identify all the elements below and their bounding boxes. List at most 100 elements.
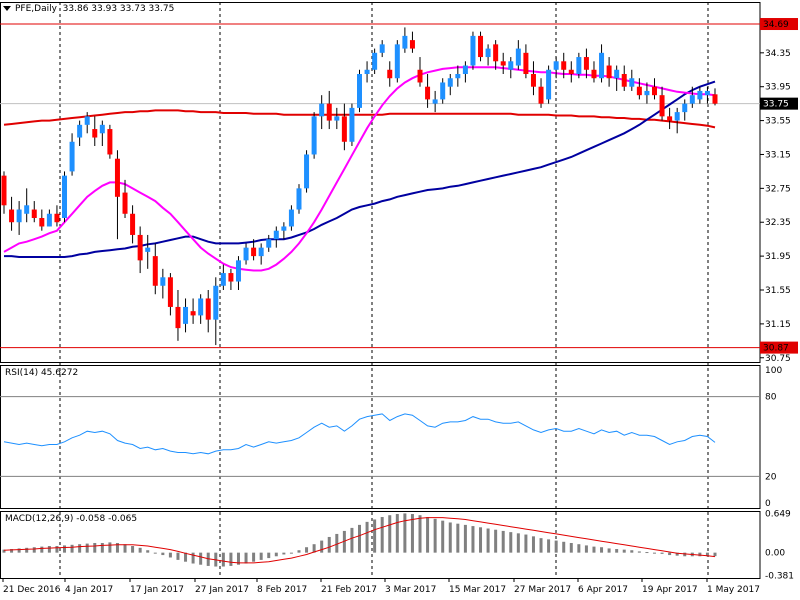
macd-histogram-bar [373,519,377,553]
candle-body [674,112,680,121]
candle-body [77,124,83,138]
rsi-tick-label: 100 [765,366,782,376]
price-pane [0,2,761,363]
macd-histogram-bar [592,546,596,553]
candle-body [621,74,627,87]
candle-body [682,103,688,113]
triangle-down-icon[interactable] [3,6,11,11]
date-tick-label: 15 Mar 2017 [449,585,506,595]
macd-histogram-bar [607,548,611,553]
candle-body [296,188,302,210]
date-tick-label: 4 Jan 2017 [65,585,113,595]
macd-histogram-bar [78,544,82,553]
candle-body [137,234,143,261]
macd-histogram-bar [441,520,445,553]
macd-histogram-bar [494,529,498,553]
date-tick-label: 21 Feb 2017 [321,585,377,595]
macd-histogram-bar [320,540,324,553]
price-tick-label: 33.95 [765,83,791,93]
candle-body [243,247,249,261]
candle-body [583,57,589,70]
macd-histogram-bar [675,552,679,556]
macd-histogram-bar [584,545,588,553]
macd-histogram-bar [47,546,51,553]
rsi-line [3,413,716,455]
candle-body [167,277,173,307]
macd-histogram-bar [274,552,278,557]
candle-body [576,57,582,74]
candle-body [697,90,703,100]
candle-body [651,86,657,96]
candle-body [281,226,287,231]
candle-body [417,69,423,83]
macd-histogram-bar [365,521,369,553]
macd-histogram-bar [184,552,188,562]
candle-body [462,65,468,74]
ma-fast-line [3,66,716,272]
candle-body [425,86,431,100]
candle-body [447,78,453,87]
candle-body [432,99,438,104]
macd-histogram-bar [350,527,354,553]
macd-histogram-bar [622,549,626,553]
macd-histogram-bar [509,532,513,553]
macd-signal-line [3,517,716,564]
candle-body [266,239,272,248]
date-tick-label: 6 Apr 2017 [578,585,628,595]
macd-histogram-bar [229,552,233,566]
candle-body [228,273,234,282]
macd-title: MACD(12,26,9) -0.058 -0.065 [5,514,138,524]
macd-histogram-bar [191,552,195,564]
macd-histogram-bar [100,542,104,553]
macd-histogram-bar [501,530,505,553]
macd-histogram-bar [600,547,604,553]
macd-histogram-bar [305,547,309,553]
candle-body [485,48,491,58]
date-tick-label: 3 Mar 2017 [385,585,436,595]
macd-histogram-bar [683,552,687,557]
macd-histogram-bar [244,552,248,564]
macd-histogram-bar [55,546,59,553]
macd-histogram-bar [327,536,331,553]
macd-histogram-bar [93,542,97,553]
date-tick-label: 17 Jan 2017 [130,585,184,595]
candle-body [9,209,15,223]
candle-body [455,74,461,79]
price-tick-label: 32.75 [765,184,791,194]
price-tick-label: 32.35 [765,218,791,228]
candle-body [39,218,45,227]
macd-histogram-bar [547,539,551,553]
candle-body [205,298,211,320]
candle-body [667,116,673,121]
candle-body [326,103,332,121]
macd-histogram-bar [206,552,210,566]
candle-body [54,213,60,223]
chart-header: PFE,Daily 33.86 33.93 33.73 33.75 [3,4,174,14]
candle-body [152,256,158,286]
macd-histogram-bar [10,549,14,553]
candle-body [689,95,695,104]
candle-body [364,69,370,74]
candle-body [636,86,642,96]
macd-histogram-bar [131,546,135,553]
price-tick-label: 33.55 [765,117,791,127]
macd-histogram-bar [17,548,21,553]
macd-histogram-bar [456,523,460,553]
candle-body [130,213,136,235]
rsi-tick-label: 20 [765,472,777,482]
candle-body [394,44,400,79]
candle-body [190,311,196,316]
macd-histogram-bar [259,552,263,560]
macd-histogram-bar [531,536,535,553]
candle-body [160,277,166,286]
date-tick-label: 21 Dec 2016 [3,585,61,595]
macd-histogram-bar [388,515,392,553]
candle-body [357,74,362,108]
candle-body [409,40,415,49]
macd-histogram-bar [32,547,36,553]
candle-body [288,209,294,227]
macd-histogram-bar [486,528,490,553]
macd-histogram-bar [176,552,180,560]
macd-histogram-bar [569,542,573,553]
